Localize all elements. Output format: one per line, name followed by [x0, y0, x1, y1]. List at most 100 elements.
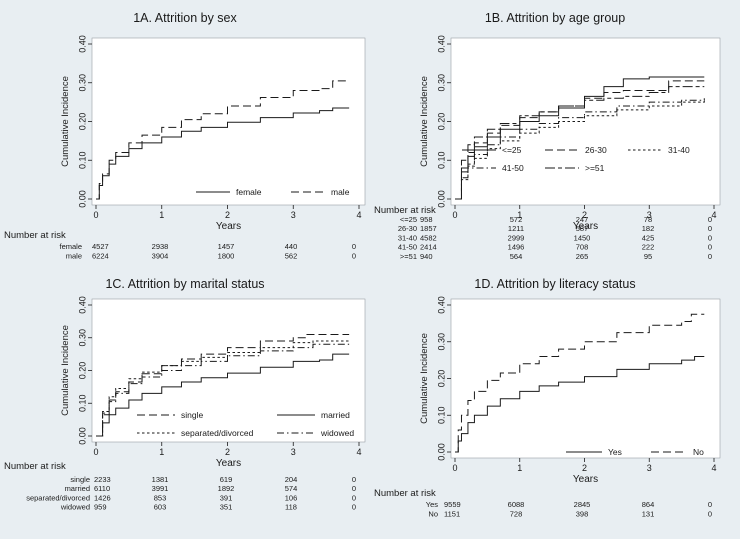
y-tick-label: 0.40 — [77, 296, 87, 314]
risk-cell: 572 — [510, 215, 523, 224]
risk-cell: 425 — [642, 233, 655, 242]
risk-cell: 1211 — [508, 224, 524, 233]
panel-1: 1A. Attrition by sex 0.00 0.10 0.20 0.30 0.40… — [4, 11, 366, 261]
risk-cell: 131 — [642, 510, 655, 519]
series-line-26-30 — [455, 80, 705, 200]
y-tick-label: 0.20 — [436, 113, 446, 131]
legend-label: 31-40 — [668, 145, 690, 155]
y-tick-label: 0.10 — [77, 394, 87, 412]
risk-cell: 959 — [94, 503, 107, 512]
risk-row-label: >=51 — [400, 252, 417, 261]
legend-label: No — [693, 447, 704, 457]
risk-cell: 1892 — [218, 484, 235, 493]
legend-label: >=51 — [585, 163, 605, 173]
y-axis-label: Cumulative Incidence — [60, 76, 71, 167]
y-tick-label: 0.30 — [77, 74, 87, 92]
risk-cell: 95 — [644, 252, 652, 261]
series-line--25 — [455, 76, 705, 200]
risk-row-label: male — [66, 252, 82, 261]
risk-cell: 1457 — [218, 242, 235, 251]
series-line-31-40 — [455, 100, 705, 200]
series-line-widowed — [96, 343, 350, 437]
risk-cell: 204 — [285, 475, 298, 484]
risk-cell: 1450 — [574, 233, 591, 242]
x-axis-label: Years — [573, 221, 598, 232]
risk-row-label: single — [70, 475, 90, 484]
risk-table-title: Number at risk — [374, 488, 436, 499]
x-tick-label: 1 — [159, 447, 164, 457]
risk-cell: 1381 — [152, 475, 169, 484]
legend-label: Yes — [608, 447, 622, 457]
legend-label: single — [181, 410, 203, 420]
risk-cell: 0 — [352, 503, 356, 512]
x-tick-label: 1 — [517, 210, 522, 220]
risk-cell: 2845 — [574, 500, 591, 509]
legend-label: male — [331, 187, 350, 197]
risk-cell: 106 — [285, 493, 298, 502]
plot-area — [450, 37, 721, 206]
x-tick-label: 2 — [225, 210, 230, 220]
risk-cell: 265 — [576, 252, 589, 261]
risk-cell: 603 — [154, 503, 167, 512]
y-axis-label: Cumulative Incidence — [419, 333, 430, 424]
chart-title: 1D. Attrition by literacy status — [474, 277, 635, 291]
legend-label: married — [321, 410, 350, 420]
risk-cell: 2938 — [152, 242, 169, 251]
panel-3: 1C. Attrition by marital status 0.00 0.10 0… — [4, 277, 366, 512]
risk-cell: 0 — [352, 242, 356, 251]
panel-2: 1B. Attrition by age group 0.00 0.10 0.20 0.… — [374, 11, 721, 261]
series-line-married — [96, 353, 350, 437]
risk-row-label: 31-40 — [398, 233, 417, 242]
risk-row-label: female — [59, 242, 82, 251]
x-tick-label: 3 — [291, 210, 296, 220]
y-tick-label: 0.10 — [77, 151, 87, 169]
y-tick-label: 0.30 — [436, 74, 446, 92]
x-tick-label: 1 — [159, 210, 164, 220]
y-tick-label: 0.10 — [436, 406, 446, 424]
risk-cell: 0 — [708, 233, 712, 242]
risk-cell: 564 — [510, 252, 523, 261]
y-tick-label: 0.10 — [436, 151, 446, 169]
plot-area — [91, 298, 366, 443]
y-tick-label: 0.30 — [436, 333, 446, 351]
risk-cell: 0 — [708, 243, 712, 252]
risk-cell: 940 — [420, 252, 433, 261]
series-line-no — [455, 313, 705, 453]
x-tick-label: 4 — [711, 463, 716, 473]
series-line-separated-divorced — [96, 340, 350, 437]
plot-area — [91, 37, 366, 206]
risk-cell: 6110 — [94, 484, 110, 493]
x-tick-label: 4 — [356, 447, 361, 457]
y-axis-label: Cumulative Incidence — [419, 76, 430, 167]
y-tick-label: 0.20 — [77, 113, 87, 131]
y-tick-label: 0.40 — [436, 35, 446, 53]
legend-label: widowed — [320, 428, 354, 438]
risk-cell: 351 — [220, 503, 233, 512]
series-line-female — [96, 107, 350, 200]
x-tick-label: 2 — [225, 447, 230, 457]
y-tick-label: 0.00 — [436, 443, 446, 461]
risk-cell: 0 — [708, 500, 712, 509]
risk-row-label: 26-30 — [398, 224, 417, 233]
risk-cell: 708 — [576, 243, 589, 252]
y-tick-label: 0.00 — [436, 190, 446, 208]
chart-title: 1B. Attrition by age group — [485, 11, 625, 25]
x-tick-label: 2 — [582, 463, 587, 473]
risk-cell: 398 — [576, 510, 589, 519]
x-tick-label: 3 — [647, 210, 652, 220]
risk-cell: 864 — [642, 500, 655, 509]
x-tick-label: 0 — [93, 447, 98, 457]
risk-cell: 1857 — [420, 224, 437, 233]
risk-row-label: married — [65, 484, 90, 493]
y-tick-label: 0.00 — [77, 427, 87, 445]
x-tick-label: 4 — [711, 210, 716, 220]
risk-cell: 118 — [285, 503, 297, 512]
risk-cell: 6224 — [92, 252, 109, 261]
legend-label: 41-50 — [502, 163, 524, 173]
risk-cell: 0 — [708, 215, 712, 224]
y-tick-label: 0.30 — [77, 329, 87, 347]
y-axis-label: Cumulative Incidence — [60, 325, 71, 416]
risk-row-label: widowed — [60, 503, 90, 512]
x-axis-label: Years — [216, 221, 241, 232]
